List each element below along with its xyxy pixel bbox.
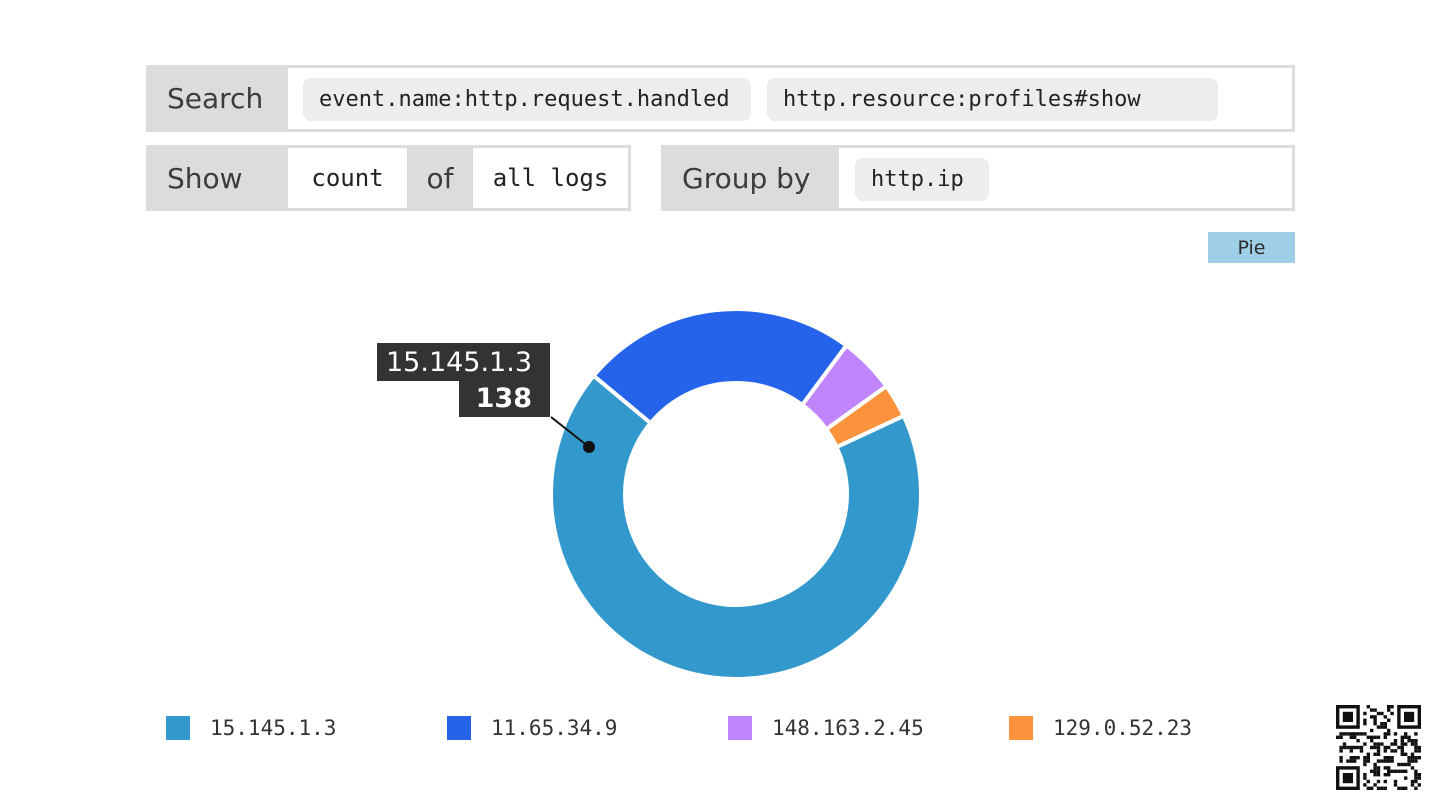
- pie-toggle-button[interactable]: Pie: [1208, 232, 1295, 263]
- legend-label: 11.65.34.9: [491, 716, 618, 740]
- of-label: of: [407, 148, 473, 208]
- pie-slice[interactable]: [823, 383, 907, 450]
- legend-item[interactable]: 15.145.1.3: [166, 715, 336, 741]
- search-label: Search: [149, 68, 288, 129]
- legend-label: 148.163.2.45: [772, 716, 924, 740]
- tooltip-value: 138: [459, 379, 550, 417]
- source-select[interactable]: all logs: [492, 164, 609, 192]
- pie-slice[interactable]: [590, 307, 850, 426]
- legend-swatch: [728, 716, 752, 740]
- qr-code: [1336, 705, 1421, 790]
- show-bar: Show count of all logs: [146, 145, 631, 211]
- tooltip-anchor-dot: [583, 441, 595, 453]
- legend-swatch: [166, 716, 190, 740]
- legend-swatch: [447, 716, 471, 740]
- legend-label: 129.0.52.23: [1053, 716, 1193, 740]
- show-label: Show: [149, 148, 288, 208]
- legend-item[interactable]: 148.163.2.45: [728, 715, 924, 741]
- legend-swatch: [1009, 716, 1033, 740]
- group-by-bar: Group by http.ip: [661, 145, 1295, 211]
- tooltip-name: 15.145.1.3: [377, 343, 550, 381]
- group-by-chip[interactable]: http.ip: [855, 158, 989, 201]
- legend-label: 15.145.1.3: [210, 716, 337, 740]
- legend-item[interactable]: 129.0.52.23: [1009, 715, 1192, 741]
- tooltip-leader-line: [550, 416, 590, 448]
- aggregation-select[interactable]: count: [311, 164, 384, 192]
- legend-item[interactable]: 11.65.34.9: [447, 715, 617, 741]
- pie-slice[interactable]: [549, 372, 923, 681]
- search-term-chip[interactable]: http.resource:profiles#show: [767, 78, 1218, 121]
- group-by-label: Group by: [664, 148, 839, 208]
- search-term-chip[interactable]: event.name:http.request.handled: [303, 78, 751, 121]
- search-bar: Search event.name:http.request.handled h…: [146, 65, 1295, 132]
